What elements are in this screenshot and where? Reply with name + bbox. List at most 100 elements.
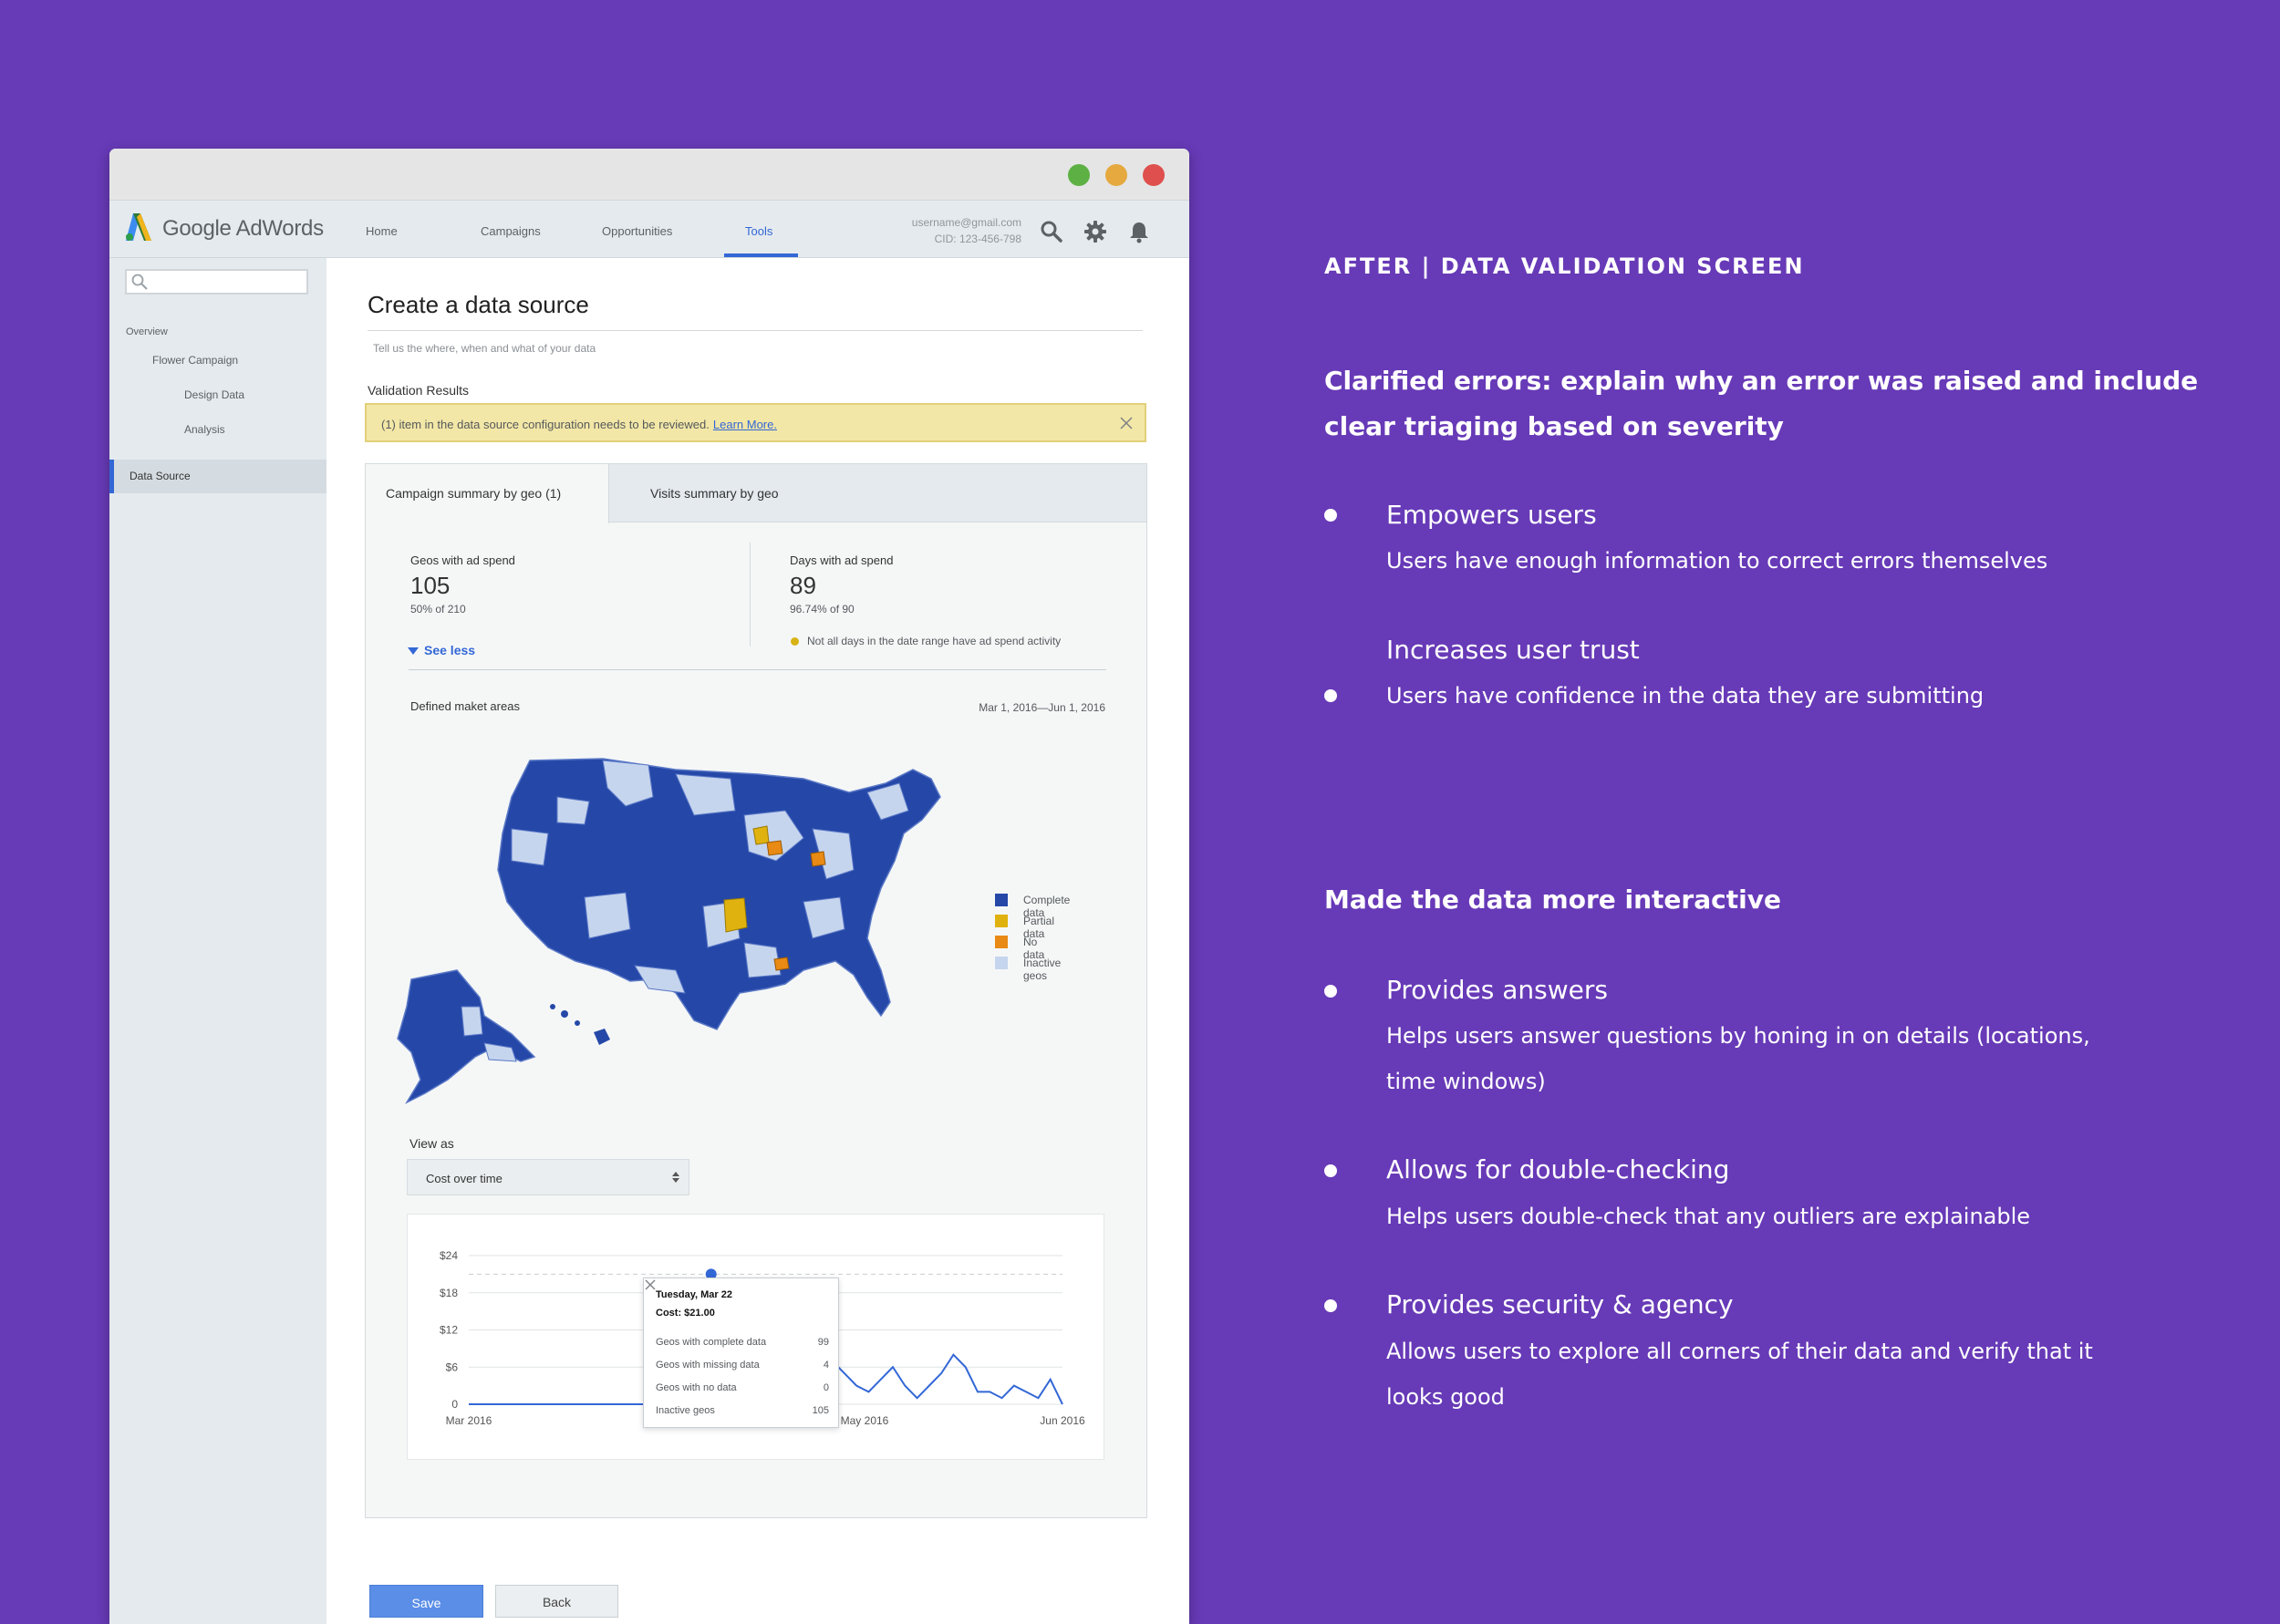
bullet-icon	[1324, 689, 1337, 702]
validation-alert: (1) item in the data source configuratio…	[365, 403, 1146, 442]
us-geo-map[interactable]	[375, 742, 968, 1116]
nav-opportunities[interactable]: Opportunities	[602, 224, 673, 238]
item-desc: Helps users answer questions by honing i…	[1386, 1023, 2090, 1094]
see-less-link[interactable]: See less	[424, 643, 476, 657]
bullet-icon	[1324, 1299, 1337, 1312]
title-divider	[368, 330, 1143, 331]
learn-more-link[interactable]: Learn More.	[712, 418, 777, 431]
tooltip-date: Tuesday, Mar 22	[656, 1289, 732, 1300]
adwords-logo-icon	[126, 213, 151, 241]
item-title: Provides security & agency	[1386, 1289, 1734, 1319]
y-tick-label: $18	[440, 1287, 458, 1299]
legend-swatch	[995, 936, 1008, 948]
sidebar-item-design-data[interactable]: Design Data	[184, 388, 245, 401]
caret-down-icon[interactable]	[408, 646, 419, 656]
browser-window: Google AdWords Home Campaigns Opportunit…	[109, 149, 1189, 1624]
stats-divider	[409, 669, 1106, 670]
gear-icon[interactable]	[1083, 220, 1107, 243]
view-as-select[interactable]: Cost over time	[407, 1159, 689, 1195]
item-title: Provides answers	[1386, 975, 1608, 1005]
validation-results-label: Validation Results	[368, 383, 470, 398]
brand-name: Google AdWords	[162, 216, 324, 241]
chart-tooltip: Tuesday, Mar 22 Cost: $21.00 Geos with c…	[643, 1277, 839, 1428]
tab-campaign-summary[interactable]: Campaign summary by geo (1)	[366, 464, 609, 523]
legend-swatch	[995, 915, 1008, 927]
account-info[interactable]: username@gmail.com CID: 123-456-798	[876, 214, 1021, 247]
us-mainland[interactable]	[497, 758, 941, 1030]
account-email: username@gmail.com	[911, 216, 1021, 229]
tab-visits-summary[interactable]: Visits summary by geo	[650, 486, 779, 501]
sidebar-search-input[interactable]	[125, 269, 308, 295]
item-title: Empowers users	[1386, 500, 1597, 530]
tooltip-row-value: 99	[817, 1337, 829, 1348]
y-tick-label: 0	[451, 1398, 458, 1411]
y-tick-label: $24	[440, 1249, 458, 1262]
tooltip-cost: Cost: $21.00	[656, 1308, 715, 1319]
sidebar-item-label: Data Source	[130, 470, 191, 482]
view-as-value: Cost over time	[426, 1172, 503, 1185]
legend-label: Complete data	[1023, 894, 1071, 919]
notifications-bell-icon[interactable]	[1127, 220, 1151, 243]
back-button[interactable]: Back	[495, 1585, 618, 1618]
sidebar-item-overview[interactable]: Overview	[126, 326, 168, 337]
item-desc: Users have enough information to correct…	[1386, 548, 2048, 574]
sidebar-item-flower-campaign[interactable]: Flower Campaign	[152, 354, 239, 367]
summary-panel: Campaign summary by geo (1) Visits summa…	[365, 463, 1147, 1518]
y-tick-label: $12	[440, 1324, 458, 1337]
item-desc: Helps users double-check that any outlie…	[1386, 1204, 2031, 1229]
hawaii-map[interactable]	[550, 1004, 610, 1045]
window-minimize-button[interactable]	[1105, 164, 1127, 186]
days-stat-label: Days with ad spend	[790, 553, 894, 567]
close-icon[interactable]	[644, 1278, 657, 1291]
search-icon	[131, 274, 148, 290]
item-title: Increases user trust	[1386, 635, 1640, 665]
warning-dot-icon	[791, 637, 799, 646]
close-icon[interactable]	[1119, 416, 1134, 430]
bullet-icon	[1324, 509, 1337, 522]
alert-text: (1) item in the data source configuratio…	[381, 418, 710, 431]
map-title: Defined maket areas	[410, 699, 520, 713]
item-desc: Users have confidence in the data they a…	[1386, 683, 1985, 709]
bullet-icon	[1324, 985, 1337, 998]
tab-strip: Campaign summary by geo (1) Visits summa…	[366, 464, 1146, 523]
window-maximize-button[interactable]	[1068, 164, 1090, 186]
days-stat-sub: 96.74% of 90	[790, 603, 855, 615]
account-cid: CID: 123-456-798	[934, 233, 1021, 245]
search-icon[interactable]	[1040, 220, 1063, 243]
bullet-icon	[1324, 1164, 1337, 1177]
nav-campaigns[interactable]: Campaigns	[481, 224, 541, 238]
tooltip-row-value: 4	[823, 1360, 829, 1371]
map-date-range: Mar 1, 2016—Jun 1, 2016	[979, 701, 1105, 714]
alert-message: (1) item in the data source configuratio…	[381, 418, 777, 431]
sidebar-item-analysis[interactable]: Analysis	[184, 423, 225, 436]
page-subtitle: Tell us the where, when and what of your…	[373, 342, 596, 355]
slide-heading: AFTER | DATA VALIDATION SCREEN	[1324, 253, 1805, 279]
tooltip-row-label: Geos with no data	[656, 1382, 737, 1393]
x-tick-label: Jun 2016	[1040, 1414, 1085, 1427]
alaska-map[interactable]	[397, 969, 536, 1104]
window-close-button[interactable]	[1143, 164, 1165, 186]
select-arrows-icon	[672, 1172, 679, 1183]
days-stat-value: 89	[790, 572, 816, 599]
lead-clarified-errors: Clarified errors: explain why an error w…	[1324, 366, 2199, 441]
sidebar-item-data-source[interactable]: Data Source	[109, 460, 326, 493]
tooltip-row-value: 0	[823, 1382, 829, 1393]
legend-label: Partial data	[1023, 915, 1055, 940]
page-title: Create a data source	[368, 291, 589, 318]
nav-tools[interactable]: Tools	[745, 224, 773, 238]
save-button[interactable]: Save	[369, 1585, 483, 1618]
legend-swatch	[995, 894, 1008, 906]
item-title: Allows for double-checking	[1386, 1154, 1730, 1184]
app-header: Google AdWords Home Campaigns Opportunit…	[109, 201, 1189, 258]
x-tick-label: Mar 2016	[446, 1414, 492, 1427]
days-warning-text: Not all days in the date range have ad s…	[807, 635, 1062, 647]
legend-label: Inactive geos	[1023, 957, 1062, 982]
nav-active-indicator	[724, 253, 798, 257]
tooltip-row: Geos with missing data 4	[656, 1360, 829, 1371]
legend-label: No data	[1023, 936, 1045, 961]
y-tick-label: $6	[446, 1360, 459, 1373]
x-tick-label: May 2016	[841, 1414, 889, 1427]
nav-home[interactable]: Home	[366, 224, 398, 238]
item-desc: Allows users to explore all corners of t…	[1386, 1339, 2093, 1410]
